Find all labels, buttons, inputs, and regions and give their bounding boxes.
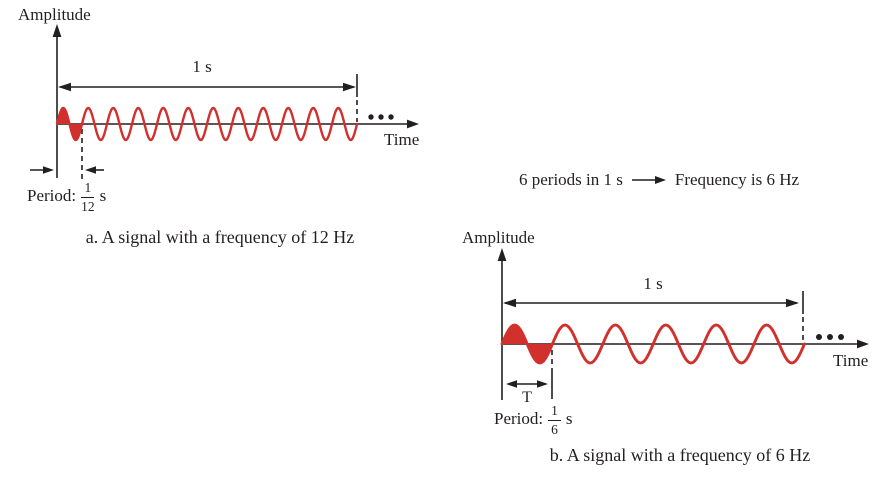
x-axis-b: [502, 339, 869, 349]
amplitude-label-b: Amplitude: [462, 228, 535, 247]
sine-wave-b: [500, 323, 806, 365]
period-unit-b: s: [565, 408, 573, 428]
period-fraction-a: 1 12: [81, 181, 95, 213]
period-unit-a: s: [99, 185, 107, 205]
fraction-denominator-a: 12: [81, 198, 95, 214]
period-marker-arrows-a: [30, 166, 104, 174]
diagram-a-linework: [30, 24, 419, 179]
diagram-b-linework: [497, 248, 869, 400]
period-label-b: Period: 1 6 s: [494, 403, 573, 436]
time-label-a: Time: [384, 130, 420, 149]
sine-wave-a: [55, 106, 359, 142]
period-prefix-b: Period:: [494, 408, 544, 428]
ellipsis-dots-a: [368, 114, 394, 120]
caption-b: b. A signal with a frequency of 6 Hz: [549, 445, 811, 465]
period-prefix-a: Period:: [27, 185, 77, 205]
caption-a: a. A signal with a frequency of 12 Hz: [85, 227, 355, 247]
y-axis-a: [52, 24, 62, 178]
amplitude-label-a: Amplitude: [18, 5, 91, 24]
time-label-b: Time: [833, 351, 869, 370]
duration-label-a: 1 s: [192, 57, 212, 76]
fraction-denominator-b: 6: [551, 421, 558, 437]
y-axis-b: [497, 248, 507, 400]
period-fraction-b: 1 6: [548, 404, 561, 436]
right-arrow-icon: [631, 176, 666, 184]
frequency-annotation: 6 periods in 1 s Frequency is 6 Hz: [519, 170, 799, 190]
fraction-numerator-a: 1: [81, 181, 95, 198]
period-marker-label-b: T: [522, 389, 532, 406]
annotation-left-text: 6 periods in 1 s: [519, 170, 623, 189]
duration-label-b: 1 s: [643, 274, 663, 293]
duration-arrow-a: [58, 82, 356, 92]
period-label-a: Period: 1 12 s: [27, 180, 107, 213]
x-axis-a: [57, 119, 419, 129]
ellipsis-dots-b: [816, 334, 844, 340]
fraction-numerator-b: 1: [548, 404, 561, 421]
period-marker-arrow-b: [506, 380, 548, 388]
duration-arrow-b: [503, 298, 799, 308]
annotation-right-text: Frequency is 6 Hz: [674, 170, 800, 189]
